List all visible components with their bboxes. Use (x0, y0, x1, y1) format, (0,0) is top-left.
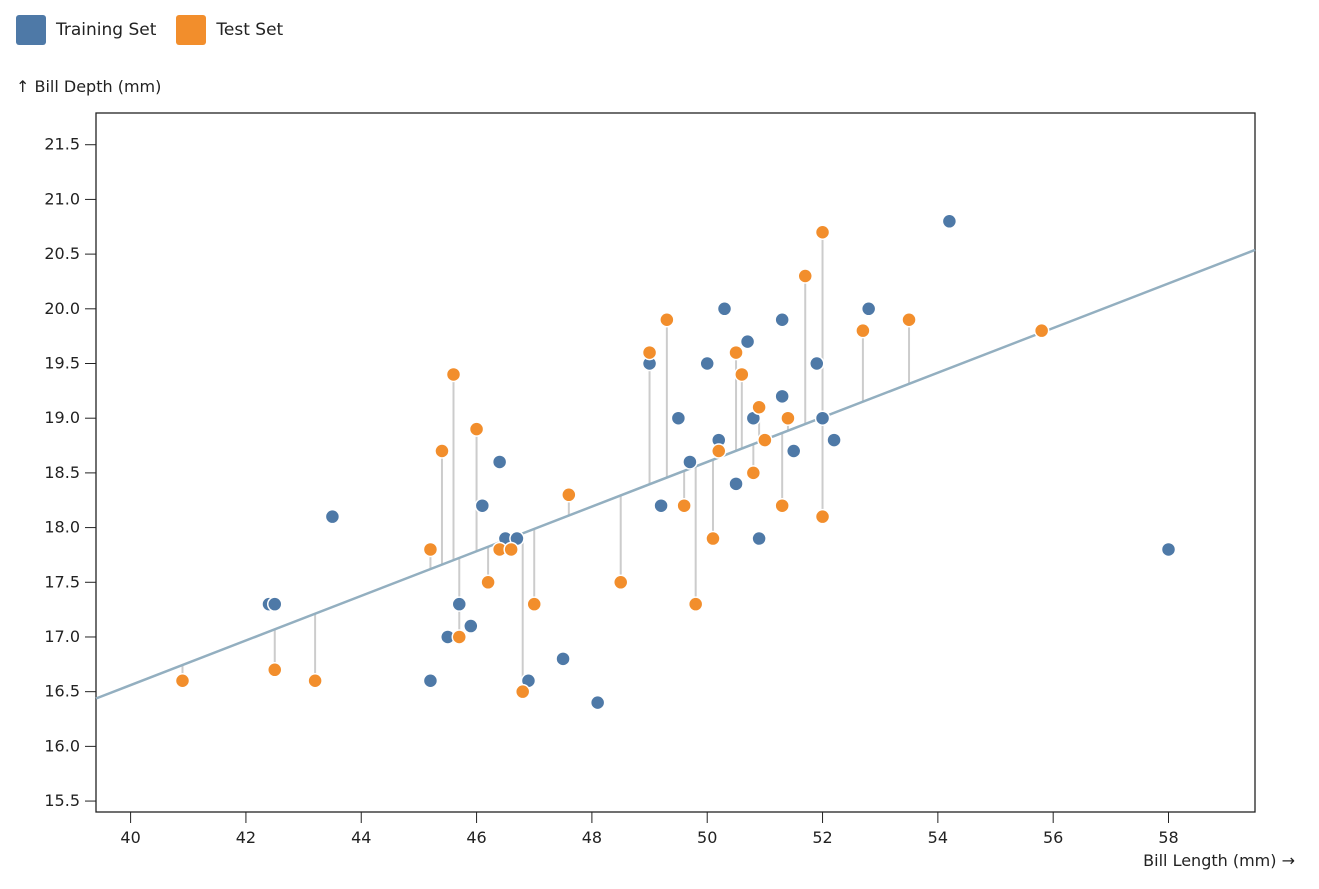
x-tick-label: 50 (697, 828, 717, 847)
test-point (612, 574, 629, 591)
training-point (860, 301, 877, 317)
training-point (739, 333, 756, 350)
test-point (422, 541, 439, 558)
y-tick-label: 17.5 (44, 572, 80, 591)
training-point (682, 454, 698, 470)
test-point (267, 662, 283, 678)
training-point (814, 410, 831, 426)
test-point (445, 366, 462, 383)
training-point (809, 355, 825, 372)
test-point (434, 443, 450, 459)
training-point (474, 497, 491, 514)
test-point (526, 596, 542, 612)
training-point (589, 694, 606, 711)
plot-frame (95, 112, 1256, 813)
training-point (463, 618, 479, 634)
training-point (670, 410, 687, 426)
test-point (451, 629, 468, 645)
x-tick-label: 42 (236, 828, 256, 847)
y-tick-label: 21.0 (44, 189, 80, 208)
training-point (324, 508, 341, 525)
x-tick-label: 46 (466, 828, 486, 847)
legend: Training Set Test Set (16, 15, 283, 45)
y-tick-label: 15.5 (44, 791, 80, 810)
test-point (745, 465, 762, 481)
training-point (422, 672, 439, 689)
y-tick-label: 17.0 (44, 627, 80, 646)
test-point (687, 596, 704, 612)
test-point (797, 268, 813, 284)
test-point (676, 497, 692, 514)
y-tick-label: 21.5 (44, 135, 80, 154)
test-point (1033, 322, 1050, 339)
training-point (451, 596, 468, 612)
test-point (561, 487, 577, 503)
test-point (710, 443, 727, 459)
x-tick-label: 56 (1043, 828, 1063, 847)
y-tick-label: 19.5 (44, 354, 80, 373)
test-point (468, 421, 485, 437)
training-point (491, 454, 508, 470)
test-point (503, 541, 519, 558)
training-point (774, 388, 790, 405)
y-axis-label: ↑ Bill Depth (mm) (16, 77, 161, 96)
training-point (267, 596, 283, 612)
y-tick-label: 18.5 (44, 463, 80, 482)
training-point (774, 311, 790, 328)
training-point (653, 497, 669, 514)
training-point (555, 651, 571, 667)
test-point (641, 344, 658, 361)
legend-label-training: Training Set (56, 20, 157, 40)
training-point (699, 355, 715, 372)
training-point (751, 530, 767, 547)
x-tick-label: 54 (928, 828, 948, 847)
x-axis-label: Bill Length (mm) → (1143, 851, 1295, 870)
y-tick-label: 16.0 (44, 736, 80, 755)
legend-label-test: Test Set (216, 20, 284, 40)
training-point (716, 301, 733, 317)
y-tick-label: 20.0 (44, 299, 80, 318)
x-tick-label: 44 (351, 828, 371, 847)
test-point (814, 508, 831, 525)
test-point (728, 344, 744, 361)
training-point (826, 432, 842, 448)
legend-item-test: Test Set (176, 15, 283, 45)
test-point (774, 497, 790, 514)
test-point (174, 672, 191, 689)
x-tick-label: 58 (1158, 828, 1178, 847)
training-point (941, 213, 958, 230)
y-tick-label: 18.0 (44, 518, 80, 537)
test-point (855, 322, 871, 339)
x-tick-label: 52 (812, 828, 832, 847)
y-tick-label: 16.5 (44, 682, 80, 701)
test-point (751, 399, 767, 416)
test-point (659, 311, 675, 328)
training-point (1160, 541, 1177, 558)
test-point (480, 574, 496, 591)
y-tick-label: 19.0 (44, 408, 80, 427)
test-point (780, 410, 796, 426)
legend-swatch-test (176, 15, 207, 45)
test-point (705, 530, 721, 547)
test-point (814, 224, 831, 240)
test-point (734, 366, 750, 383)
legend-item-training: Training Set (16, 15, 156, 45)
training-point (728, 476, 744, 492)
x-tick-label: 48 (582, 828, 602, 847)
test-point (514, 683, 531, 700)
x-tick-label: 40 (120, 828, 140, 847)
training-point (785, 443, 802, 459)
regression-line (95, 248, 1256, 700)
legend-swatch-training (16, 15, 46, 45)
y-tick-label: 20.5 (44, 244, 80, 263)
test-point (757, 432, 773, 448)
test-point (901, 311, 917, 328)
test-point (307, 672, 323, 689)
